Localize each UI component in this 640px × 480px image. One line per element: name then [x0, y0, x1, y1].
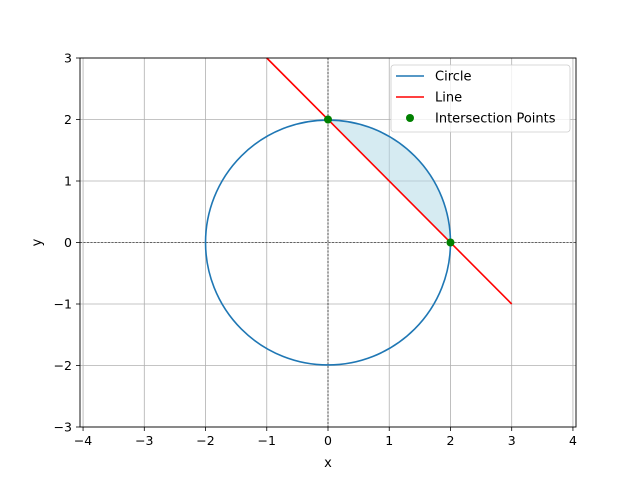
- line-series: [266, 57, 513, 305]
- legend: Circle Line Intersection Points: [390, 64, 571, 133]
- x-tick-label: 0: [324, 433, 332, 448]
- y-tick-label: 3: [64, 51, 72, 66]
- x-tick-label: 3: [508, 433, 516, 448]
- y-tick-label: −2: [54, 358, 72, 373]
- legend-entry: Line: [435, 91, 462, 106]
- legend-box: [390, 64, 571, 133]
- intersection-point: [446, 238, 455, 247]
- x-tick-label: −1: [258, 433, 276, 448]
- x-tick-label: −2: [196, 433, 214, 448]
- y-tick-label: −3: [54, 420, 72, 435]
- x-tick-label: −3: [135, 433, 153, 448]
- x-tick-label: −4: [74, 433, 92, 448]
- y-tick-label: 2: [64, 112, 72, 127]
- legend-entry: Circle: [435, 70, 472, 85]
- x-tick-label: 1: [385, 433, 393, 448]
- legend-entry: Intersection Points: [435, 112, 556, 127]
- y-axis-label: y: [30, 238, 45, 246]
- series-layer: [204, 57, 513, 366]
- x-tick-label: 4: [569, 433, 577, 448]
- y-tick-label: −1: [54, 297, 72, 312]
- legend-marker: [406, 114, 414, 122]
- intersection-point: [324, 115, 332, 124]
- y-tick-label: 1: [64, 174, 72, 189]
- y-tick-label: 0: [64, 235, 72, 250]
- x-axis-label: x: [324, 456, 332, 471]
- x-tick-label: 2: [446, 433, 454, 448]
